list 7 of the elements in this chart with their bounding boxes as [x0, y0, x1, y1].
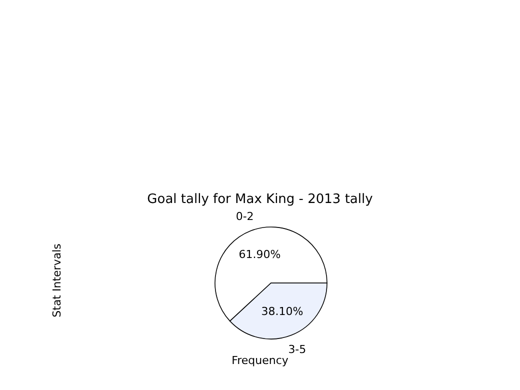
slice-label: 0-2	[236, 210, 254, 223]
text: Stat Intervals	[50, 244, 64, 318]
slice-label: 3-5	[288, 343, 306, 356]
chart-title: Goal tally for Max King - 2013 tally	[146, 192, 374, 207]
data-label: 61.90%	[238, 248, 281, 261]
data-label: 38.10%	[261, 305, 304, 318]
text: Frequency	[230, 354, 290, 367]
